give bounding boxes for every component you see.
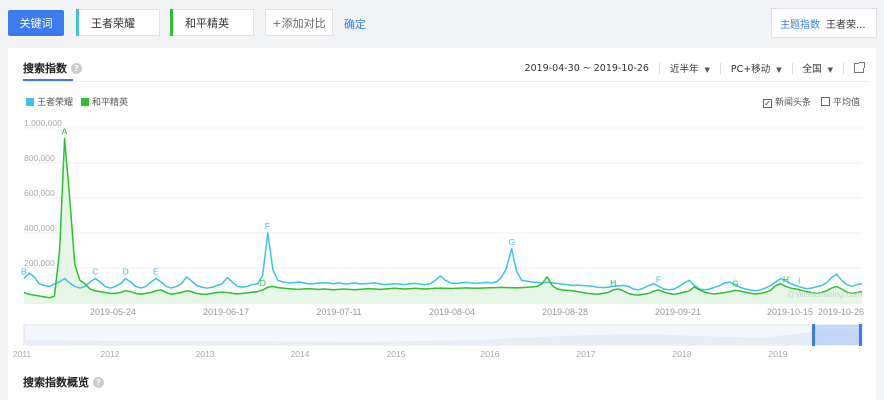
device-select[interactable]: PC+移动 ▼ xyxy=(731,61,782,75)
annotation-marker-I: I xyxy=(798,275,800,285)
legend-swatch xyxy=(81,98,90,106)
navigator-year-label: 2014 xyxy=(291,349,310,359)
keyword-color-bar xyxy=(170,9,173,36)
navigator-year-label: 2017 xyxy=(577,349,596,359)
news-checkbox[interactable]: ✓ 新闻头条 xyxy=(762,95,811,108)
help-icon[interactable]: ? xyxy=(93,376,104,388)
keyword-button[interactable]: 关键词 xyxy=(8,10,64,36)
overview-title-text: 搜索指数概览 xyxy=(23,376,89,389)
x-tick-label: 2019-10-15 xyxy=(767,307,813,317)
divider xyxy=(791,62,793,74)
series-area-和平精英 xyxy=(24,138,862,303)
y-tick-label: 400,000 xyxy=(24,223,55,233)
chart-options: ✓ 新闻头条 平均值 xyxy=(762,95,860,108)
top-toolbar: 关键词 王者荣耀 和平精英 +添加对比 确定 主题指数 王者荣... xyxy=(0,0,884,48)
navigator-year-label: 2011 xyxy=(13,349,32,359)
navigator-selection[interactable] xyxy=(813,325,861,345)
topic-value: 王者荣... xyxy=(826,19,866,31)
x-tick-label: 2019-09-21 xyxy=(655,307,701,317)
x-tick-label: 2019-07-11 xyxy=(316,307,361,317)
period-select[interactable]: 近半年 ▼ xyxy=(670,61,710,75)
annotation-marker-E: E xyxy=(153,267,159,277)
news-label: 新闻头条 xyxy=(774,98,811,108)
panel-title-text: 搜索指数 xyxy=(23,62,67,75)
filter-bar: 2019-04-30 ~ 2019-10-26 近半年 ▼ PC+移动 ▼ 全国 ▼ xyxy=(524,61,865,75)
legend-label: 王者荣耀 xyxy=(37,98,74,108)
caret-down-icon: ▼ xyxy=(704,66,710,74)
topic-label[interactable]: 主题指数 xyxy=(780,19,820,31)
region-value: 全国 xyxy=(802,64,822,75)
period-value: 近半年 xyxy=(669,64,699,75)
confirm-link[interactable]: 确定 xyxy=(344,18,366,31)
navigator-year-label: 2013 xyxy=(196,349,215,359)
region-select[interactable]: 全国 ▼ xyxy=(803,61,833,75)
keyword-color-bar xyxy=(76,9,79,36)
keyword-2-label: 和平精英 xyxy=(185,16,229,30)
x-tick-label: 2019-08-04 xyxy=(429,307,475,317)
navigator-overview-area xyxy=(24,332,862,345)
keyword-input-1[interactable]: 王者荣耀 xyxy=(76,9,160,36)
navigator-year-label: 2016 xyxy=(481,349,500,359)
annotation-marker-D: D xyxy=(123,267,129,277)
x-tick-label: 2019-08-28 xyxy=(542,307,588,317)
panel-title: 搜索指数 ? xyxy=(23,60,82,76)
series-line-和平精英[interactable] xyxy=(23,137,863,299)
add-compare-button[interactable]: +添加对比 xyxy=(265,9,333,36)
annotation-marker-C: C xyxy=(92,267,98,277)
date-range[interactable]: 2019-04-30 ~ 2019-10-26 xyxy=(524,62,649,74)
device-value: PC+移动 xyxy=(730,64,771,75)
overview-title: 搜索指数概览 ? xyxy=(23,374,104,390)
divider xyxy=(658,62,660,74)
legend-swatch xyxy=(26,98,34,106)
legend-item-2[interactable]: 和平精英 xyxy=(81,95,128,108)
annotation-marker-G: G xyxy=(732,278,739,288)
caret-down-icon: ▼ xyxy=(827,66,833,74)
navigator-year-label: 2019 xyxy=(769,349,788,359)
watermark: @Wisechasing.com xyxy=(787,289,862,299)
help-icon[interactable]: ? xyxy=(71,62,82,74)
tab-underline xyxy=(23,79,73,81)
navigator-handle-left[interactable] xyxy=(812,324,815,346)
y-tick-label: 1,000,000 xyxy=(24,118,62,128)
navigator-handle-right[interactable] xyxy=(859,324,862,346)
annotation-marker-B: B xyxy=(21,267,27,277)
caret-down-icon: ▼ xyxy=(776,66,782,74)
keyword-1-label: 王者荣耀 xyxy=(91,16,135,30)
unchecked-icon xyxy=(820,97,830,106)
checked-icon: ✓ xyxy=(762,99,772,108)
divider xyxy=(23,81,868,82)
annotation-marker-H: H xyxy=(610,278,616,288)
annotation-marker-A: A xyxy=(62,127,68,137)
series-line-王者荣耀[interactable] xyxy=(23,232,863,292)
navigator-year-label: 2018 xyxy=(673,349,692,359)
topic-index-selector[interactable]: 主题指数 王者荣... xyxy=(771,8,877,38)
legend-label: 和平精英 xyxy=(92,98,129,108)
navigator-year-label: 2012 xyxy=(101,349,120,359)
y-tick-label: 800,000 xyxy=(24,153,55,163)
annotation-marker-D: D xyxy=(260,278,266,288)
divider xyxy=(843,62,844,74)
x-tick-label: 2019-05-24 xyxy=(90,307,136,317)
annotation-marker-F: F xyxy=(656,274,661,284)
annotation-marker-F: F xyxy=(265,221,270,231)
y-tick-label: 600,000 xyxy=(24,188,55,198)
annotation-marker-G: G xyxy=(509,237,516,247)
divider xyxy=(719,62,721,74)
y-tick-label: 200,000 xyxy=(24,258,55,268)
keyword-input-2[interactable]: 和平精英 xyxy=(170,9,254,36)
external-link-icon[interactable] xyxy=(854,62,865,73)
avg-label: 平均值 xyxy=(832,98,860,108)
annotation-marker-H: H xyxy=(783,274,789,284)
x-tick-label: 2019-10-26 xyxy=(818,307,864,317)
legend-item-1[interactable]: 王者荣耀 xyxy=(26,95,73,108)
avg-checkbox[interactable]: 平均值 xyxy=(820,95,860,108)
chart-legend: 王者荣耀 和平精英 xyxy=(26,95,128,108)
x-tick-label: 2019-06-17 xyxy=(203,307,249,317)
navigator-year-label: 2015 xyxy=(387,349,406,359)
